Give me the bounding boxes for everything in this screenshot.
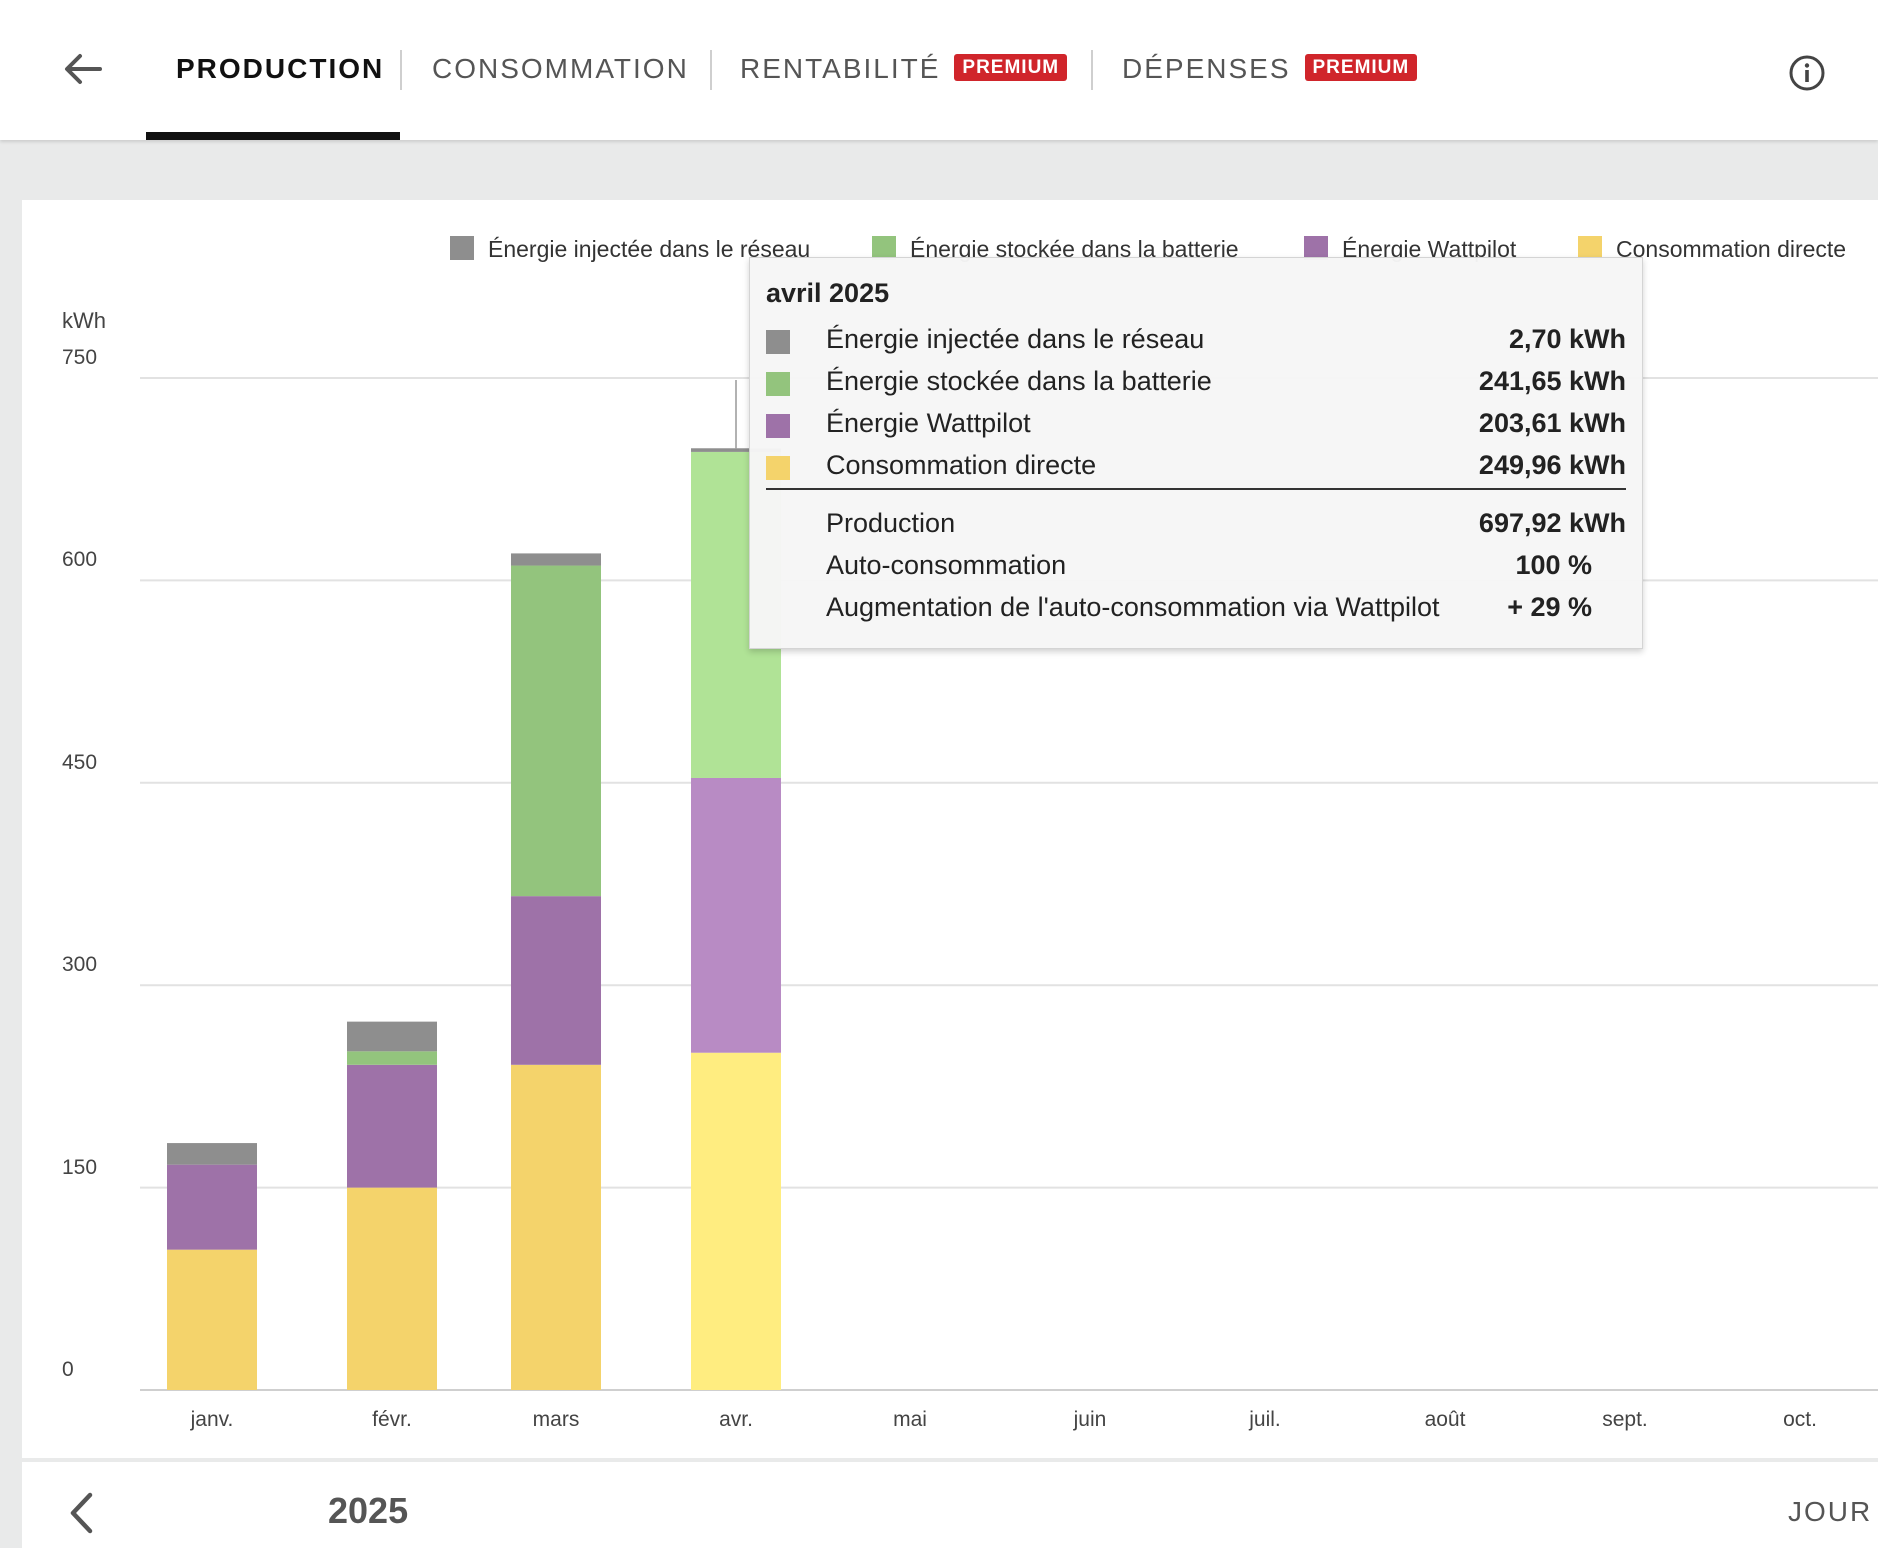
tooltip-row: Énergie injectée dans le réseau 2,70 kWh — [766, 324, 1626, 360]
tooltip-row: Énergie stockée dans la batterie 241,65 … — [766, 366, 1626, 402]
x-tick-label: mai — [893, 1408, 927, 1431]
premium-badge: PREMIUM — [954, 54, 1068, 82]
legend-swatch — [450, 236, 474, 260]
tooltip-value: 2,70 kWh — [1508, 324, 1626, 354]
bar-segment-grid[interactable] — [347, 1021, 437, 1052]
bar-segment-grid[interactable] — [511, 553, 601, 566]
legend-item-direct[interactable]: Consommation directe — [1578, 236, 1846, 263]
bar-segment-wattpilot[interactable] — [691, 777, 781, 1053]
tooltip-title: avril 2025 — [766, 278, 890, 308]
tooltip-summary-label: Production — [826, 508, 956, 538]
tooltip-summary-label: Augmentation de l'auto-consommation via … — [826, 592, 1440, 622]
stacked-bar-chart — [140, 377, 1878, 1391]
tooltip-summary-label: Auto-consommation — [826, 550, 1067, 580]
chevron-left-icon[interactable] — [66, 1490, 96, 1536]
y-tick-label: 600 — [62, 548, 98, 572]
bar-segment-grid[interactable] — [691, 448, 781, 452]
bar-segment-wattpilot[interactable] — [511, 896, 601, 1065]
legend-swatch — [1304, 236, 1328, 260]
tooltip-swatch — [766, 330, 790, 354]
tooltip-value: 241,65 kWh — [1478, 366, 1626, 396]
x-tick-label: juil. — [1249, 1408, 1281, 1431]
x-tick-label: oct. — [1783, 1408, 1817, 1431]
tab-depenses[interactable]: DÉPENSES PREMIUM — [1122, 53, 1418, 93]
tooltip-summary-value: 100 % — [1515, 550, 1592, 580]
tooltip-summary-value: + 29 % — [1507, 592, 1592, 622]
tooltip-divider — [766, 488, 1626, 490]
y-tick-label: 750 — [62, 346, 98, 369]
bar-segment-direct[interactable] — [511, 1064, 601, 1390]
active-tab-indicator — [146, 132, 400, 140]
tab-consommation[interactable]: CONSOMMATION — [432, 53, 689, 93]
tooltip-swatch — [766, 372, 790, 396]
tooltip-summary-row: Augmentation de l'auto-consommation via … — [766, 592, 1626, 628]
tab-depenses-label: DÉPENSES — [1122, 53, 1291, 84]
x-tick-label: août — [1424, 1408, 1466, 1431]
tooltip-swatch — [766, 414, 790, 438]
tab-divider — [710, 50, 712, 90]
selected-year[interactable]: 2025 — [328, 1490, 409, 1531]
tooltip-label: Énergie injectée dans le réseau — [826, 324, 1205, 354]
premium-badge: PREMIUM — [1304, 54, 1418, 82]
x-tick-label: sept. — [1602, 1408, 1648, 1431]
tooltip-row: Énergie Wattpilot 203,61 kWh — [766, 408, 1626, 444]
bar-segment-direct[interactable] — [167, 1249, 257, 1390]
legend-swatch — [1578, 236, 1602, 260]
tab-consommation-label: CONSOMMATION — [432, 53, 689, 84]
bar-segment-direct[interactable] — [691, 1052, 781, 1390]
tab-production[interactable]: PRODUCTION — [176, 53, 384, 93]
tooltip-value: 203,61 kWh — [1478, 408, 1626, 438]
y-axis-unit: kWh — [62, 308, 106, 333]
tab-divider — [400, 50, 402, 90]
bar-segment-grid[interactable] — [167, 1143, 257, 1165]
info-icon[interactable] — [1788, 54, 1826, 92]
y-tick-label: 0 — [62, 1358, 74, 1381]
back-arrow-icon[interactable] — [60, 46, 106, 92]
x-tick-label: janv. — [190, 1408, 234, 1431]
bar-segment-direct[interactable] — [347, 1187, 437, 1390]
tab-rentabilite-label: RENTABILITÉ — [740, 53, 941, 84]
y-tick-label: 150 — [62, 1155, 98, 1179]
bar-segment-battery[interactable] — [347, 1051, 437, 1065]
tooltip-label: Énergie stockée dans la batterie — [826, 366, 1212, 396]
bar-segment-wattpilot[interactable] — [167, 1164, 257, 1250]
tooltip-summary-row: Production 697,92 kWh — [766, 508, 1626, 544]
tooltip-label: Consommation directe — [826, 450, 1097, 480]
bar-segment-battery[interactable] — [511, 565, 601, 897]
tab-production-label: PRODUCTION — [176, 53, 385, 84]
tooltip-summary-value: 697,92 kWh — [1478, 508, 1626, 538]
tab-rentabilite[interactable]: RENTABILITÉ PREMIUM — [740, 53, 1068, 93]
tooltip-value: 249,96 kWh — [1478, 450, 1626, 480]
x-tick-label: févr. — [372, 1408, 412, 1431]
y-tick-label: 300 — [62, 953, 98, 977]
period-navigation-bar — [22, 1462, 1878, 1548]
tooltip-swatch — [766, 456, 790, 480]
tooltip-row: Consommation directe 249,96 kWh — [766, 450, 1626, 486]
top-tab-bar — [0, 0, 1878, 140]
period-selector[interactable]: JOUR — [1788, 1496, 1873, 1527]
legend-swatch — [872, 236, 896, 260]
legend-label: Consommation directe — [1616, 236, 1847, 262]
x-tick-label: mars — [532, 1408, 580, 1431]
tooltip-label: Énergie Wattpilot — [826, 408, 1031, 438]
tab-divider — [1091, 50, 1093, 90]
x-tick-label: juin — [1073, 1408, 1107, 1431]
bar-segment-wattpilot[interactable] — [347, 1064, 437, 1188]
y-tick-label: 450 — [62, 750, 98, 774]
chart-tooltip: avril 2025 Énergie injectée dans le rése… — [749, 257, 1643, 649]
tooltip-summary-row: Auto-consommation 100 % — [766, 550, 1626, 586]
x-tick-label: avr. — [719, 1408, 753, 1431]
